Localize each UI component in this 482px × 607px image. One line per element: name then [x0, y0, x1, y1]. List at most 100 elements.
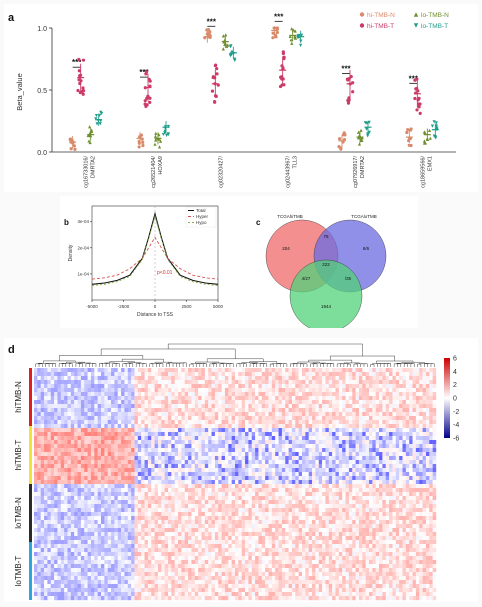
heatmap-cell: [195, 476, 199, 480]
heatmap-cell: [215, 408, 219, 412]
heatmap-cell: [389, 512, 393, 516]
heatmap-cell: [222, 476, 226, 480]
heatmap-cell: [151, 376, 155, 380]
heatmap-cell: [248, 408, 252, 412]
heatmap-cell: [131, 392, 135, 396]
heatmap-cell: [54, 416, 58, 420]
heatmap-cell: [352, 460, 356, 464]
heatmap-cell: [349, 388, 353, 392]
heatmap-cell: [258, 460, 262, 464]
heatmap-cell: [362, 372, 366, 376]
heatmap-cell: [158, 376, 162, 380]
heatmap-cell: [238, 448, 242, 452]
dendrogram-branch: [136, 363, 139, 367]
heatmap-cell: [255, 400, 259, 404]
heatmap-cell: [342, 436, 346, 440]
heatmap-cell: [118, 456, 122, 460]
heatmap-cell: [81, 400, 85, 404]
heatmap-cell: [416, 432, 420, 436]
heatmap-cell: [366, 496, 370, 500]
heatmap-cell: [54, 456, 58, 460]
heatmap-cell: [346, 396, 350, 400]
heatmap-cell: [178, 484, 182, 488]
heatmap-cell: [352, 512, 356, 516]
heatmap-cell: [155, 436, 159, 440]
heatmap-cell: [34, 408, 38, 412]
heatmap-cell: [235, 428, 239, 432]
data-point: [77, 58, 80, 61]
heatmap-cell: [205, 484, 209, 488]
heatmap-cell: [171, 380, 175, 384]
venn-set-label: TCGAhiTMB: [277, 214, 303, 219]
heatmap-cell: [114, 424, 118, 428]
heatmap-cell: [98, 412, 102, 416]
heatmap-cell: [74, 436, 78, 440]
heatmap-cell: [392, 388, 396, 392]
heatmap-cell: [175, 504, 179, 508]
heatmap-cell: [155, 472, 159, 476]
heatmap-cell: [175, 476, 179, 480]
heatmap-cell: [379, 424, 383, 428]
heatmap-cell: [34, 460, 38, 464]
heatmap-cell: [138, 404, 142, 408]
heatmap-cell: [208, 500, 212, 504]
heatmap-cell: [382, 452, 386, 456]
heatmap-cell: [433, 436, 437, 440]
heatmap-cell: [248, 448, 252, 452]
heatmap-cell: [151, 488, 155, 492]
heatmap-cell: [51, 468, 55, 472]
heatmap-cell: [336, 472, 340, 476]
heatmap-cell: [47, 480, 51, 484]
heatmap-cell: [171, 512, 175, 516]
heatmap-cell: [235, 404, 239, 408]
heatmap-cell: [161, 476, 165, 480]
heatmap-cell: [135, 432, 139, 436]
heatmap-cell: [118, 488, 122, 492]
heatmap-cell: [198, 380, 202, 384]
heatmap-cell: [202, 472, 206, 476]
panel-label-a: a: [8, 12, 14, 24]
heatmap-cell: [185, 444, 189, 448]
heatmap-cell: [124, 496, 128, 500]
heatmap-cell: [195, 368, 199, 372]
heatmap-cell: [54, 492, 58, 496]
dendrogram-branch: [411, 363, 414, 367]
heatmap-cell: [409, 504, 413, 508]
heatmap-cell: [325, 436, 329, 440]
heatmap-cell: [215, 468, 219, 472]
heatmap-cell: [289, 480, 293, 484]
heatmap-cell: [319, 452, 323, 456]
heatmap-cell: [382, 440, 386, 444]
heatmap-cell: [178, 404, 182, 408]
heatmap-cell: [376, 372, 380, 376]
heatmap-cell: [47, 400, 51, 404]
heatmap-cell: [252, 420, 256, 424]
heatmap-cell: [104, 492, 108, 496]
heatmap-cell: [41, 416, 45, 420]
heatmap-cell: [128, 492, 132, 496]
heatmap-cell: [312, 420, 316, 424]
heatmap-cell: [289, 408, 293, 412]
heatmap-cell: [111, 368, 115, 372]
heatmap-cell: [366, 448, 370, 452]
heatmap-cell: [68, 460, 72, 464]
heatmap-cell: [262, 368, 266, 372]
heatmap-cell: [319, 484, 323, 488]
heatmap-cell: [258, 504, 262, 508]
heatmap-cell: [141, 500, 145, 504]
y-tick-label: 1e-04: [77, 271, 89, 276]
heatmap-cell: [392, 412, 396, 416]
heatmap-cell: [141, 424, 145, 428]
heatmap-cell: [426, 452, 430, 456]
heatmap-cell: [372, 428, 376, 432]
data-point: [338, 137, 341, 140]
heatmap-cell: [369, 508, 373, 512]
heatmap-cell: [409, 500, 413, 504]
heatmap-cell: [339, 480, 343, 484]
heatmap-cell: [232, 448, 236, 452]
heatmap-cell: [165, 464, 169, 468]
heatmap-cell: [128, 388, 132, 392]
heatmap-cell: [44, 432, 48, 436]
heatmap-cell: [272, 444, 276, 448]
heatmap-cell: [238, 428, 242, 432]
